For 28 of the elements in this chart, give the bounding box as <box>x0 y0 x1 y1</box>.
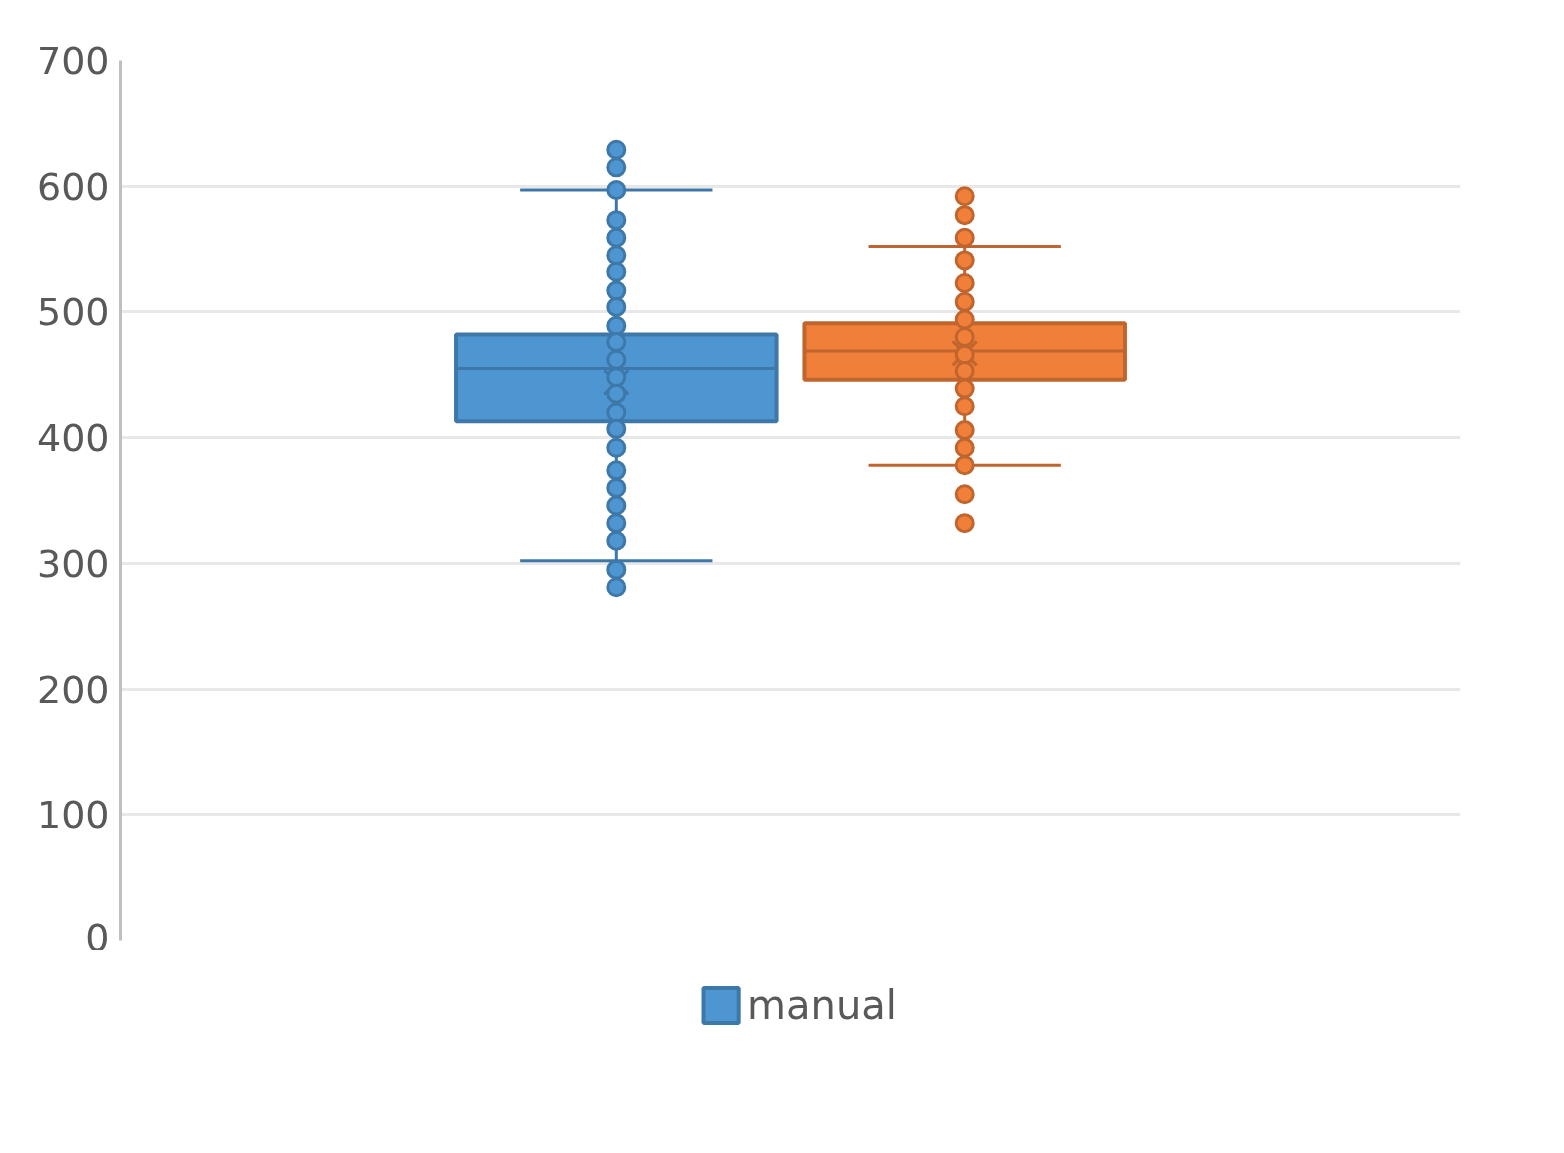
point <box>606 383 627 404</box>
point <box>606 530 627 551</box>
y-tick-label: 700 <box>36 39 110 83</box>
legend-label: manual <box>747 982 897 1028</box>
point <box>606 227 627 248</box>
point <box>606 402 627 423</box>
y-tick-label: 300 <box>36 541 110 586</box>
point <box>606 477 627 498</box>
point <box>606 245 627 266</box>
point <box>606 418 627 439</box>
y-tick-label: 100 <box>36 793 110 838</box>
point <box>606 296 627 317</box>
y-tick-label: 200 <box>36 667 110 712</box>
point <box>606 180 627 200</box>
y-tick-label: 600 <box>36 164 110 209</box>
point <box>606 495 627 516</box>
point <box>606 460 627 481</box>
point <box>606 437 627 458</box>
point <box>606 367 627 388</box>
y-tick-label: 400 <box>36 416 110 461</box>
point <box>606 315 627 336</box>
point <box>606 349 627 370</box>
y-tick-label: 500 <box>36 290 110 335</box>
point <box>606 332 627 353</box>
point <box>606 513 627 534</box>
point <box>606 280 627 301</box>
point <box>606 261 627 282</box>
point <box>606 210 627 231</box>
